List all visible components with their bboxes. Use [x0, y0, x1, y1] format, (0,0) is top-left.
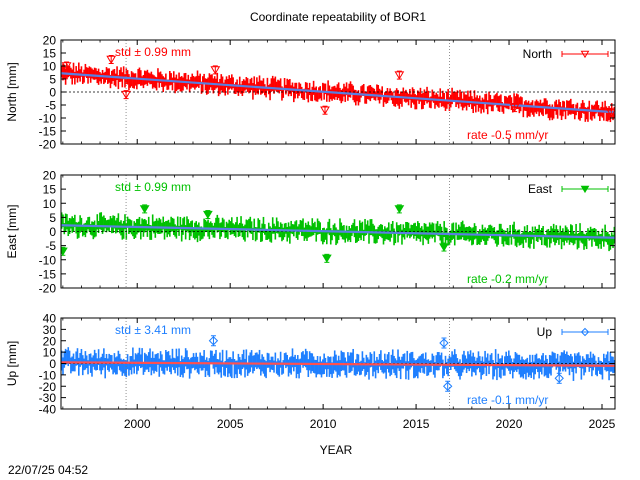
data-point [61, 247, 68, 256]
y-tick-label: -5 [45, 99, 56, 113]
y-tick-label: -5 [45, 239, 56, 253]
y-axis-label: Up [mm] [5, 341, 19, 386]
data-point [554, 373, 564, 383]
y-tick-label: 30 [43, 323, 57, 337]
std-annotation: std ± 0.99 mm [115, 180, 191, 194]
data-point [320, 106, 330, 115]
x-tick-label: 2020 [496, 417, 523, 431]
y-tick-label: 20 [43, 169, 57, 183]
y-tick-label: 10 [43, 60, 57, 74]
data-point [509, 103, 520, 113]
outlier-points [61, 55, 615, 118]
legend-label: Up [537, 325, 553, 339]
y-tick-label: -20 [39, 138, 57, 152]
y-tick-label: -15 [39, 125, 57, 139]
y-axis-label: East [mm] [5, 204, 19, 258]
rate-annotation: rate -0.1 mm/yr [467, 393, 548, 407]
data-point [439, 338, 449, 348]
x-tick-label: 2005 [217, 417, 244, 431]
trend-line [60, 72, 616, 114]
x-tick-label: 2000 [124, 417, 151, 431]
x-tick-label: 2010 [310, 417, 337, 431]
std-annotation: std ± 3.41 mm [115, 323, 191, 337]
y-tick-label: -10 [39, 112, 57, 126]
data-point [394, 71, 405, 80]
std-annotation: std ± 0.99 mm [115, 45, 191, 59]
y-tick-label: -20 [39, 282, 57, 296]
y-tick-label: 20 [43, 34, 57, 48]
y-tick-label: 5 [49, 211, 56, 225]
rate-annotation: rate -0.5 mm/yr [467, 128, 548, 142]
legend-marker [580, 327, 590, 337]
x-axis-tick-labels: 2000 2005 2010 2015 2020 2025 [124, 417, 616, 431]
y-tick-label: 0 [49, 86, 56, 100]
y-tick-label: -40 [39, 403, 57, 417]
x-axis-label: YEAR [320, 443, 353, 457]
data-point [106, 55, 117, 65]
y-tick-label: 10 [43, 346, 57, 360]
data-point [321, 254, 332, 263]
data-point [210, 66, 221, 75]
legend-label: East [528, 182, 553, 196]
legend: East [528, 182, 609, 196]
timestamp: 22/07/25 04:52 [8, 463, 88, 477]
trend-line [60, 361, 616, 367]
data-point [121, 90, 131, 100]
legend: Up [537, 325, 609, 339]
y-tick-label: 20 [43, 334, 57, 348]
data-point [202, 210, 213, 220]
y-tick-label: -10 [39, 368, 57, 382]
y-tick-label: 10 [43, 197, 57, 211]
chart-title: Coordinate repeatability of BOR1 [250, 10, 426, 24]
legend-label: North [523, 47, 552, 61]
data-point [139, 205, 150, 214]
y-tick-label: -10 [39, 253, 57, 267]
y-tick-label: 15 [43, 183, 57, 197]
data-point [606, 109, 615, 118]
legend-marker [580, 185, 590, 194]
data-point [208, 336, 219, 346]
y-tick-label: 40 [43, 312, 57, 326]
y-tick-label: 5 [49, 73, 56, 87]
legend: North [523, 47, 609, 61]
y-tick-label: -20 [39, 380, 57, 394]
rate-annotation: rate -0.2 mm/yr [467, 272, 548, 286]
legend-marker [580, 50, 590, 59]
x-tick-label: 2025 [589, 417, 616, 431]
y-tick-label: -30 [39, 391, 57, 405]
data-point [394, 205, 405, 214]
data-point [439, 243, 449, 252]
y-tick-label: 0 [49, 225, 56, 239]
y-axis-label: North [mm] [5, 62, 19, 121]
x-tick-label: 2015 [403, 417, 430, 431]
y-tick-label: 0 [49, 357, 56, 371]
trend-line [60, 224, 616, 239]
y-tick-label: 15 [43, 47, 57, 61]
outlier-points [208, 335, 564, 392]
y-tick-label: -15 [39, 267, 57, 281]
data-point [442, 381, 453, 391]
